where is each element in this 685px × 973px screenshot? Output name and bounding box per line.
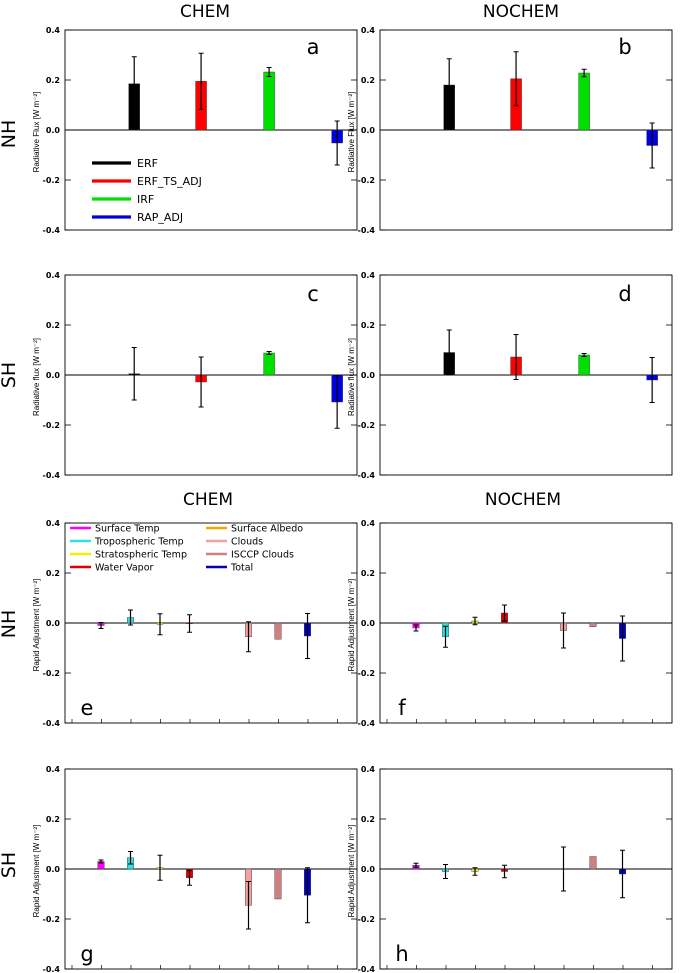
bar-irf bbox=[263, 71, 275, 131]
y-axis-label: Rapid Adjustment [W m⁻²] bbox=[32, 579, 41, 672]
panel-letter-g: g bbox=[80, 942, 93, 966]
y-tick-label: 0.2 bbox=[46, 815, 60, 824]
bar-isccp-clouds bbox=[274, 868, 282, 900]
y-tick-label: -0.4 bbox=[358, 471, 376, 480]
column-header-chem-adjustment: CHEM bbox=[183, 490, 233, 510]
y-tick-label: -0.4 bbox=[43, 965, 61, 973]
legend-label: ERF_TS_ADJ bbox=[137, 175, 202, 188]
y-tick-label: 0.0 bbox=[46, 865, 61, 874]
legend-label: IRF bbox=[137, 193, 154, 206]
y-tick-label: -0.4 bbox=[358, 965, 376, 973]
bar-irf bbox=[263, 352, 275, 376]
panel-a: 0.4 0.2 0.0 -0.2 -0.4 Radiative Flux [W m⁻²] a… bbox=[32, 26, 358, 235]
y-axis-label: Radiative Flux [W m⁻²] bbox=[32, 92, 41, 173]
row-label-sh-top: SH bbox=[0, 362, 20, 388]
y-tick-label: 0.0 bbox=[361, 126, 376, 135]
y-tick-label: -0.4 bbox=[43, 226, 61, 235]
y-tick-label: -0.2 bbox=[358, 915, 376, 924]
legend-label: Surface Albedo bbox=[231, 524, 303, 535]
panel-letter-e: e bbox=[81, 696, 94, 720]
y-tick-label: 0.0 bbox=[361, 619, 376, 628]
column-header-nochem: NOCHEM bbox=[483, 2, 559, 22]
y-axis-label: Radiative flux [W m⁻²] bbox=[32, 338, 41, 416]
legend-label: Water Vapor bbox=[95, 563, 154, 574]
legend-label: ISCCP Clouds bbox=[231, 550, 294, 561]
y-tick-label: 0.4 bbox=[46, 26, 61, 35]
panel-f: 0.4 0.2 0.0 -0.2 -0.4 Rapid Adjustment [W m⁻²… bbox=[347, 519, 673, 728]
y-tick-label: -0.2 bbox=[43, 176, 61, 185]
panel-e: 0.4 0.2 0.0 -0.2 -0.4 Rapid Adjustment [W m⁻²… bbox=[32, 519, 358, 728]
y-axis-label: Rapid Adjustment [W m⁻²] bbox=[32, 825, 41, 918]
y-tick-label: 0.0 bbox=[46, 126, 61, 135]
legend-label: Surface Temp bbox=[95, 524, 160, 535]
panels-layer: 0.4 0.2 0.0 -0.2 -0.4 Radiative Flux [W m⁻²] a… bbox=[32, 26, 673, 973]
legend-label: RAP_ADJ bbox=[137, 211, 183, 224]
legend-label: Clouds bbox=[231, 537, 263, 548]
y-tick-label: 0.0 bbox=[361, 371, 376, 380]
y-tick-label: -0.4 bbox=[43, 719, 61, 728]
y-tick-label: 0.0 bbox=[46, 371, 61, 380]
y-tick-label: 0.2 bbox=[46, 569, 60, 578]
panel-letter-b: b bbox=[618, 35, 631, 59]
y-axis-label: Radiative Flux [W m⁻²] bbox=[347, 92, 356, 173]
legend-label: Tropospheric Temp bbox=[94, 537, 184, 548]
legend-label: Stratospheric Temp bbox=[95, 550, 187, 561]
panel-letter-c: c bbox=[307, 282, 319, 306]
bar-isccp-clouds bbox=[589, 622, 597, 627]
y-tick-label: -0.2 bbox=[43, 669, 61, 678]
y-tick-label: -0.4 bbox=[358, 719, 376, 728]
y-tick-label: 0.2 bbox=[361, 815, 375, 824]
panel-g: 0.4 0.2 0.0 -0.2 -0.4 Rapid Adjustment [W m⁻²… bbox=[32, 765, 358, 973]
y-tick-label: 0.2 bbox=[361, 321, 375, 330]
y-tick-label: 0.0 bbox=[361, 865, 376, 874]
y-tick-label: -0.2 bbox=[358, 421, 376, 430]
y-tick-label: 0.4 bbox=[46, 271, 61, 280]
panel-c: 0.4 0.2 0.0 -0.2 -0.4 Radiative flux [W m⁻²] c bbox=[32, 271, 358, 480]
y-tick-label: 0.0 bbox=[46, 619, 61, 628]
y-tick-label: 0.2 bbox=[361, 76, 375, 85]
panel-letter-a: a bbox=[307, 35, 320, 59]
panel-letter-h: h bbox=[395, 942, 408, 966]
y-tick-label: 0.2 bbox=[46, 321, 60, 330]
panel-b: 0.4 0.2 0.0 -0.2 -0.4 Radiative Flux [W m⁻²] b bbox=[347, 26, 673, 235]
column-header-nochem-adjustment: NOCHEM bbox=[485, 490, 561, 510]
row-label-nh-bottom: NH bbox=[0, 610, 20, 639]
y-tick-label: -0.2 bbox=[43, 421, 61, 430]
y-tick-label: -0.2 bbox=[43, 915, 61, 924]
y-tick-label: 0.4 bbox=[361, 519, 376, 528]
bar-irf bbox=[578, 354, 590, 376]
y-tick-label: -0.4 bbox=[43, 471, 61, 480]
y-tick-label: 0.4 bbox=[361, 26, 376, 35]
y-tick-label: 0.4 bbox=[46, 765, 61, 774]
y-tick-label: 0.2 bbox=[46, 76, 60, 85]
y-axis-label: Rapid Adjustment [W m⁻²] bbox=[347, 579, 356, 672]
y-tick-label: 0.4 bbox=[46, 519, 61, 528]
panel-letter-d: d bbox=[618, 282, 631, 306]
row-label-nh-top: NH bbox=[0, 120, 20, 149]
y-tick-label: 0.4 bbox=[361, 271, 376, 280]
panel-d: 0.4 0.2 0.0 -0.2 -0.4 Radiative flux [W m⁻²] d bbox=[347, 271, 673, 480]
bar-isccp-clouds bbox=[274, 622, 282, 640]
legend-label: Total bbox=[230, 563, 253, 574]
y-tick-label: -0.2 bbox=[358, 669, 376, 678]
bar-isccp-clouds bbox=[589, 856, 597, 870]
panel-letter-f: f bbox=[398, 696, 406, 720]
y-tick-label: -0.2 bbox=[358, 176, 376, 185]
row-label-sh-bottom: SH bbox=[0, 852, 20, 878]
bar-irf bbox=[578, 72, 590, 131]
y-tick-label: 0.2 bbox=[361, 569, 375, 578]
column-header-chem: CHEM bbox=[180, 2, 230, 22]
y-axis-label: Radiative flux [W m⁻²] bbox=[347, 338, 356, 416]
y-tick-label: -0.4 bbox=[358, 226, 376, 235]
panel-h: 0.4 0.2 0.0 -0.2 -0.4 Rapid Adjustment [W m⁻²… bbox=[347, 765, 673, 973]
legend-label: ERF bbox=[137, 157, 158, 170]
y-tick-label: 0.4 bbox=[361, 765, 376, 774]
y-axis-label: Rapid Adjustment [W m⁻²] bbox=[347, 825, 356, 918]
